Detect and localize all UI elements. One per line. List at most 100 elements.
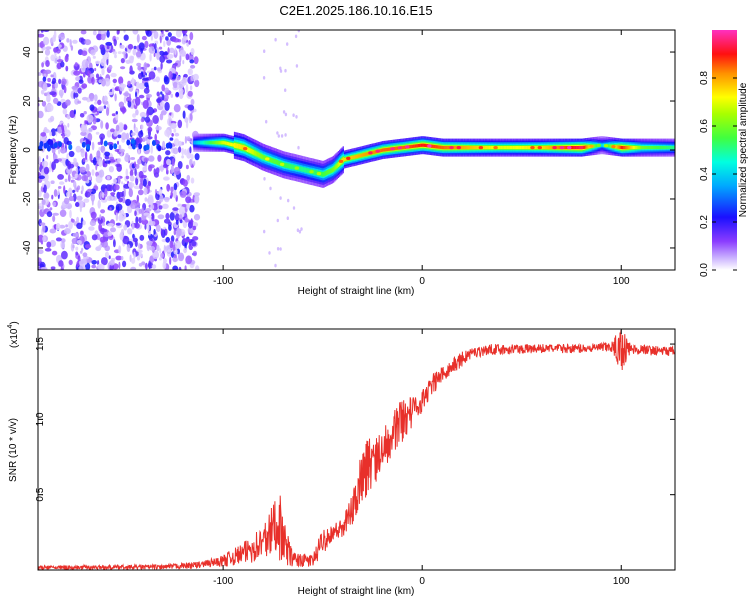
noise-blob bbox=[46, 241, 52, 248]
noise-blob bbox=[118, 148, 126, 153]
noise-blob bbox=[187, 104, 195, 111]
track-cell bbox=[556, 146, 558, 150]
track-cell bbox=[654, 146, 656, 150]
noise-blob bbox=[162, 163, 168, 169]
noise-blob bbox=[75, 145, 82, 153]
noise-blob bbox=[175, 30, 182, 38]
track-cell bbox=[256, 151, 258, 157]
noise-blob bbox=[155, 125, 162, 131]
track-cell bbox=[432, 144, 434, 148]
noise-blob bbox=[144, 40, 149, 49]
noise-blob bbox=[105, 122, 109, 130]
noise-blob bbox=[42, 46, 47, 51]
noise-blob bbox=[174, 47, 177, 55]
noise-blob bbox=[78, 266, 82, 270]
noise-blob bbox=[96, 150, 101, 159]
noise-blob bbox=[165, 36, 169, 41]
noise-blob bbox=[169, 240, 174, 249]
noise-blob bbox=[61, 78, 67, 86]
noise-blob bbox=[183, 247, 188, 254]
track-cell bbox=[545, 146, 547, 150]
noise-blob bbox=[64, 178, 68, 183]
noise-blob bbox=[177, 119, 183, 129]
track-cell bbox=[337, 162, 340, 167]
noise-blob bbox=[157, 214, 165, 220]
noise-blob bbox=[81, 83, 88, 89]
noise-blob bbox=[71, 237, 78, 245]
noise-blob bbox=[147, 136, 153, 140]
track-cell bbox=[489, 146, 491, 150]
noise-blob bbox=[46, 155, 49, 160]
track-cell bbox=[200, 141, 202, 145]
noise-blob bbox=[168, 224, 172, 231]
noise-blob bbox=[189, 204, 195, 213]
noise-blob bbox=[66, 191, 70, 197]
track-cell bbox=[305, 167, 307, 173]
snr-x-ticks: -100 0 100 bbox=[213, 329, 630, 587]
noise-blob bbox=[82, 220, 86, 226]
track-cell bbox=[290, 164, 292, 169]
noise-blob bbox=[40, 89, 45, 95]
noise-blob bbox=[120, 83, 127, 88]
noise-blob bbox=[43, 184, 47, 193]
noise-blob bbox=[284, 133, 287, 137]
noise-blob bbox=[38, 110, 44, 119]
noise-blob bbox=[61, 250, 68, 260]
noise-blob bbox=[118, 197, 123, 203]
track-cell bbox=[490, 146, 492, 150]
noise-blob bbox=[286, 216, 289, 220]
track-cell bbox=[367, 152, 369, 156]
spectrogram-x-ticks: -100 0 100 bbox=[213, 30, 630, 287]
noise-blob bbox=[79, 250, 83, 254]
noise-blob bbox=[173, 166, 181, 176]
noise-blob bbox=[53, 97, 59, 104]
noise-blob bbox=[96, 33, 103, 41]
noise-blob bbox=[165, 236, 170, 243]
track-peak bbox=[390, 147, 395, 151]
noise-blob bbox=[92, 157, 97, 166]
noise-blob bbox=[139, 234, 145, 241]
track-cell bbox=[671, 146, 673, 150]
track-cell bbox=[345, 157, 347, 161]
noise-blob bbox=[43, 36, 50, 46]
noise-blob bbox=[191, 241, 197, 247]
noise-blob bbox=[176, 45, 182, 49]
noise-blob bbox=[108, 184, 114, 192]
track-cell bbox=[302, 167, 304, 172]
track-cell bbox=[298, 166, 300, 171]
noise-blob bbox=[58, 44, 62, 48]
noise-blob bbox=[91, 169, 95, 176]
noise-blob bbox=[176, 76, 181, 81]
noise-blob bbox=[82, 96, 88, 101]
track-peak bbox=[603, 144, 609, 148]
track-cell bbox=[453, 146, 455, 150]
noise-blob bbox=[115, 163, 122, 168]
noise-blob bbox=[73, 70, 81, 76]
track-cell bbox=[231, 143, 233, 147]
noise-blob bbox=[144, 197, 148, 202]
track-cell bbox=[210, 141, 212, 145]
track-cell bbox=[224, 141, 226, 145]
noise-blob bbox=[132, 48, 137, 56]
noise-blob bbox=[153, 228, 156, 235]
track-cell bbox=[665, 146, 667, 150]
noise-blob bbox=[135, 216, 139, 225]
noise-blob bbox=[172, 147, 179, 155]
noise-blob bbox=[100, 58, 106, 67]
noise-blob bbox=[134, 127, 139, 133]
noise-blob bbox=[187, 227, 191, 234]
track-cell bbox=[339, 160, 341, 166]
noise-blob bbox=[106, 107, 110, 116]
noise-blob bbox=[98, 147, 101, 151]
noise-blob bbox=[106, 195, 114, 202]
noise-blob bbox=[151, 264, 157, 269]
noise-blob bbox=[159, 55, 166, 63]
track-cell bbox=[571, 146, 574, 150]
track-cell bbox=[218, 141, 220, 145]
noise-blob bbox=[119, 231, 124, 241]
noise-blob bbox=[300, 227, 303, 231]
noise-blob bbox=[145, 93, 152, 98]
noise-blob bbox=[161, 33, 165, 37]
noise-blob bbox=[40, 222, 46, 226]
noise-blob bbox=[140, 124, 144, 130]
